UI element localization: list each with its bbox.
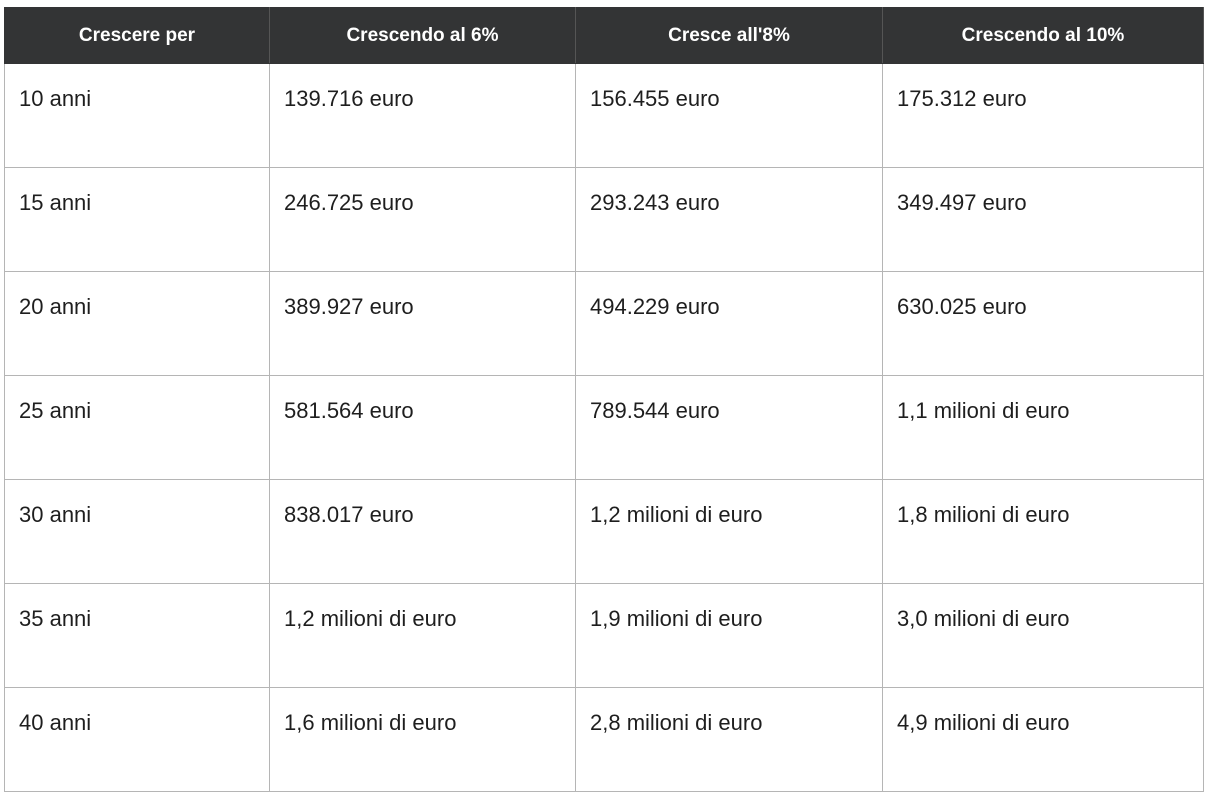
table-cell: 246.725 euro <box>269 167 576 272</box>
table-cell: 10 anni <box>4 63 270 168</box>
table-cell: 494.229 euro <box>575 271 883 376</box>
growth-table: Crescere per Crescendo al 6% Cresce all'8%… <box>4 7 1204 792</box>
table-cell: 25 anni <box>4 375 270 480</box>
table-cell: 1,2 milioni di euro <box>575 479 883 584</box>
column-header: Crescere per <box>4 7 270 64</box>
table-cell: 1,2 milioni di euro <box>269 583 576 688</box>
table-cell: 4,9 milioni di euro <box>882 687 1204 792</box>
table-cell: 1,8 milioni di euro <box>882 479 1204 584</box>
table-row: 30 anni 838.017 euro 1,2 milioni di euro 1,… <box>4 479 1204 584</box>
header-row: Crescere per Crescendo al 6% Cresce all'8%… <box>4 7 1204 64</box>
table-cell: 349.497 euro <box>882 167 1204 272</box>
table-cell: 838.017 euro <box>269 479 576 584</box>
table-cell: 20 anni <box>4 271 270 376</box>
table-cell: 789.544 euro <box>575 375 883 480</box>
table-row: 40 anni 1,6 milioni di euro 2,8 milioni di… <box>4 687 1204 792</box>
table-row: 10 anni 139.716 euro 156.455 euro 175.312 e… <box>4 63 1204 168</box>
table-cell: 40 anni <box>4 687 270 792</box>
table-cell: 630.025 euro <box>882 271 1204 376</box>
column-header: Crescendo al 6% <box>269 7 576 64</box>
table-cell: 30 anni <box>4 479 270 584</box>
table-cell: 389.927 euro <box>269 271 576 376</box>
table-cell: 1,9 milioni di euro <box>575 583 883 688</box>
table-cell: 156.455 euro <box>575 63 883 168</box>
table-cell: 581.564 euro <box>269 375 576 480</box>
column-header: Cresce all'8% <box>575 7 883 64</box>
table-cell: 293.243 euro <box>575 167 883 272</box>
table-row: 15 anni 246.725 euro 293.243 euro 349.497 e… <box>4 167 1204 272</box>
table-cell: 35 anni <box>4 583 270 688</box>
table-row: 35 anni 1,2 milioni di euro 1,9 milioni di… <box>4 583 1204 688</box>
table-row: 25 anni 581.564 euro 789.544 euro 1,1 milio… <box>4 375 1204 480</box>
table-cell: 2,8 milioni di euro <box>575 687 883 792</box>
table-cell: 15 anni <box>4 167 270 272</box>
table-cell: 1,1 milioni di euro <box>882 375 1204 480</box>
column-header: Crescendo al 10% <box>882 7 1204 64</box>
table-cell: 1,6 milioni di euro <box>269 687 576 792</box>
table-cell: 139.716 euro <box>269 63 576 168</box>
table-cell: 3,0 milioni di euro <box>882 583 1204 688</box>
table-cell: 175.312 euro <box>882 63 1204 168</box>
table-row: 20 anni 389.927 euro 494.229 euro 630.025 e… <box>4 271 1204 376</box>
